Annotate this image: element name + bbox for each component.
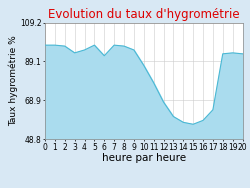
Title: Evolution du taux d'hygrométrie: Evolution du taux d'hygrométrie: [48, 8, 240, 21]
X-axis label: heure par heure: heure par heure: [102, 153, 186, 163]
Y-axis label: Taux hygrométrie %: Taux hygrométrie %: [9, 36, 18, 126]
